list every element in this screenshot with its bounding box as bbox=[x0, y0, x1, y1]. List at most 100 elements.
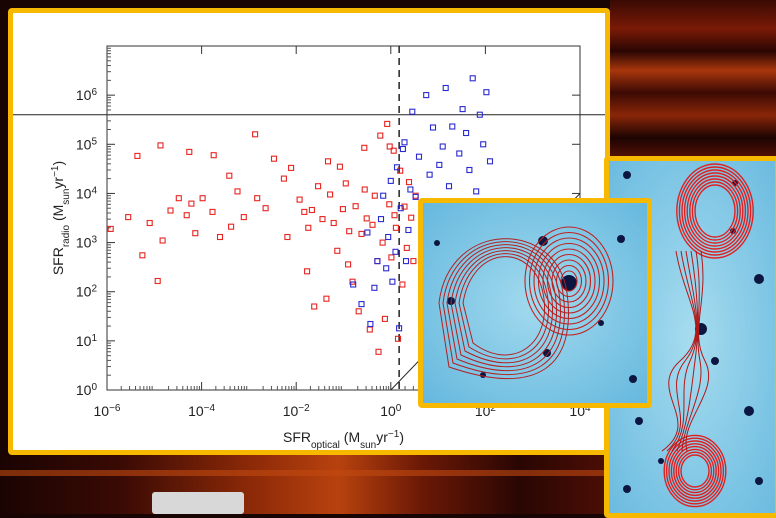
contour-ring-top bbox=[689, 178, 741, 244]
data-point-red bbox=[308, 206, 315, 214]
data-point-red bbox=[392, 224, 399, 231]
x-axis-title: SFRoptical (Msunyr−1) bbox=[283, 429, 404, 451]
data-point-red bbox=[311, 303, 318, 310]
contour-ring-top bbox=[686, 175, 744, 247]
data-point-red bbox=[361, 186, 368, 193]
contour-lobe bbox=[458, 253, 549, 360]
data-point-red bbox=[284, 233, 291, 241]
data-point-red bbox=[216, 233, 224, 241]
data-point-blue bbox=[442, 84, 449, 92]
data-point-red bbox=[339, 206, 346, 213]
data-point-red bbox=[107, 225, 114, 232]
contour-lobe bbox=[446, 244, 561, 372]
data-point-blue bbox=[439, 143, 446, 150]
data-point-red bbox=[358, 230, 365, 237]
contour-ring-core bbox=[533, 237, 605, 325]
data-point-red bbox=[345, 261, 352, 268]
x-tick-label: 10−6 bbox=[94, 403, 121, 420]
contour-jet bbox=[681, 250, 702, 452]
data-point-red bbox=[157, 142, 164, 149]
data-point-blue bbox=[415, 153, 423, 160]
contour-ring-top bbox=[676, 163, 754, 259]
data-point-blue bbox=[449, 123, 456, 130]
data-point-red bbox=[183, 212, 190, 219]
contour-ring-top bbox=[694, 184, 736, 238]
data-point-red bbox=[399, 281, 406, 288]
data-point-blue bbox=[402, 258, 410, 265]
data-point-red bbox=[388, 254, 395, 261]
data-point-red bbox=[346, 228, 353, 235]
data-point-red bbox=[240, 214, 247, 221]
radio-contour-map bbox=[423, 203, 647, 403]
data-point-blue bbox=[350, 281, 357, 288]
data-point-blue bbox=[385, 233, 392, 241]
data-point-blue bbox=[371, 284, 378, 291]
galaxy-dot bbox=[561, 275, 577, 291]
data-point-blue bbox=[429, 124, 437, 131]
data-point-red bbox=[394, 335, 402, 342]
data-point-red bbox=[252, 131, 259, 138]
contour-ring-bottom bbox=[677, 451, 713, 491]
data-point-red bbox=[280, 175, 287, 182]
background-stripe bbox=[610, 0, 776, 160]
contour-ring-bottom bbox=[673, 445, 717, 497]
data-point-red bbox=[226, 172, 233, 179]
contour-lobe bbox=[454, 250, 553, 364]
y-axis-title-main: SFR bbox=[50, 247, 66, 275]
data-point-blue bbox=[380, 192, 387, 199]
data-point-red bbox=[134, 152, 141, 159]
data-point-red bbox=[210, 152, 217, 159]
data-point-red bbox=[375, 348, 382, 355]
data-point-blue bbox=[463, 129, 470, 137]
data-point-red bbox=[336, 163, 343, 170]
background-stripe bbox=[0, 455, 604, 514]
data-point-red bbox=[323, 295, 330, 302]
data-point-blue bbox=[480, 141, 487, 148]
data-point-red bbox=[192, 230, 199, 237]
contour-ring-core bbox=[524, 226, 614, 336]
data-point-red bbox=[186, 148, 193, 155]
data-point-red bbox=[379, 239, 386, 246]
data-point-blue bbox=[399, 145, 406, 153]
data-point-red bbox=[167, 207, 174, 214]
contour-ring-core bbox=[537, 242, 601, 320]
data-point-red bbox=[175, 195, 182, 202]
y-axis-title: SFRradio (Msunyr−1) bbox=[50, 161, 72, 275]
galaxy-dot bbox=[635, 417, 643, 425]
data-point-red bbox=[408, 214, 415, 221]
data-point-red bbox=[377, 132, 384, 139]
data-point-red bbox=[366, 326, 373, 333]
data-point-red bbox=[352, 203, 359, 210]
data-point-blue bbox=[469, 75, 476, 82]
galaxy-dot bbox=[543, 349, 551, 357]
galaxy-dot bbox=[754, 274, 764, 284]
contour-ring-bottom bbox=[670, 443, 720, 499]
contour-ring-bottom bbox=[668, 440, 722, 502]
contour-ring-top bbox=[681, 169, 749, 253]
contour-jet bbox=[676, 250, 699, 452]
data-points bbox=[107, 75, 494, 355]
data-point-red bbox=[403, 244, 410, 251]
data-point-blue bbox=[374, 258, 381, 265]
data-point-red bbox=[371, 192, 378, 199]
radio-contour-image-center bbox=[418, 198, 652, 408]
data-point-red bbox=[304, 268, 311, 275]
x-tick-label: 100 bbox=[380, 403, 402, 420]
data-point-red bbox=[188, 200, 195, 207]
data-point-red bbox=[391, 212, 398, 219]
y-tick-label: 103 bbox=[76, 234, 98, 251]
data-point-red bbox=[386, 143, 393, 150]
contour-ring-top bbox=[678, 166, 752, 256]
data-point-red bbox=[330, 219, 337, 227]
galaxy-dot bbox=[434, 240, 440, 246]
data-point-red bbox=[327, 191, 334, 198]
background-block bbox=[152, 492, 244, 514]
galaxy-dot bbox=[538, 236, 548, 246]
data-point-red bbox=[397, 167, 404, 174]
data-point-red bbox=[384, 120, 391, 127]
contour-lobe bbox=[438, 238, 569, 380]
contour-lobe bbox=[450, 247, 557, 368]
data-point-red bbox=[254, 195, 261, 202]
data-point-red bbox=[125, 214, 132, 221]
data-point-red bbox=[405, 179, 413, 186]
